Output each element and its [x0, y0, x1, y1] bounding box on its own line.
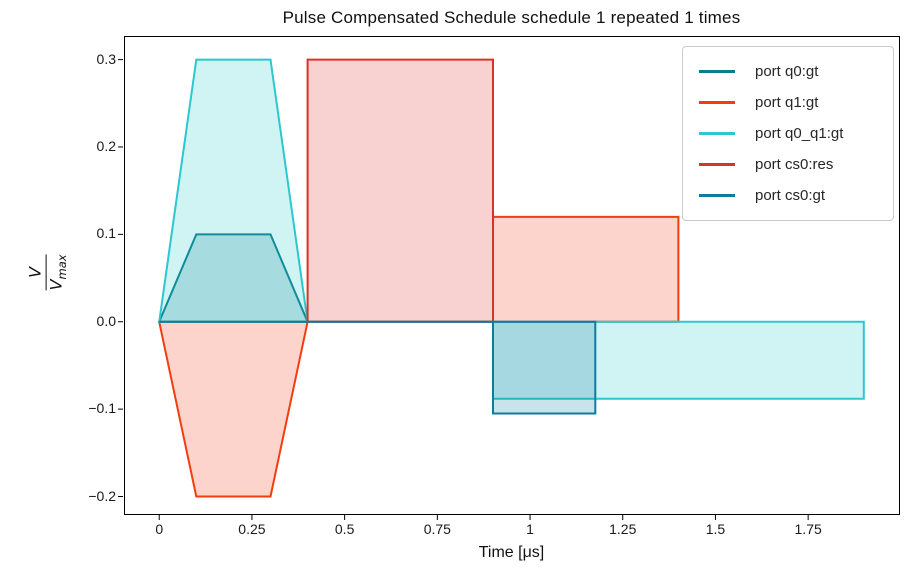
legend-line-swatch [699, 132, 735, 135]
legend-line-swatch [699, 194, 735, 197]
legend-label: port q0_q1:gt [755, 125, 844, 142]
chart-title: Pulse Compensated Schedule schedule 1 re… [282, 8, 741, 27]
legend-item: port q1:gt [693, 87, 883, 118]
legend-line-swatch [699, 163, 735, 166]
legend-line-swatch [699, 70, 735, 73]
fraction-denominator: Vmax [46, 253, 70, 291]
x-tick-label: 1.5 [705, 521, 726, 537]
x-tick-label: 1.75 [794, 521, 822, 537]
pulse-port q1:gt [492, 215, 680, 323]
y-tick-label: 0.1 [96, 225, 116, 242]
pulse-port q0_q1:gt [158, 58, 309, 323]
x-tick-label: 0.75 [423, 521, 451, 537]
axes-spines [124, 36, 900, 515]
pulse-port q1:gt [157, 320, 309, 498]
x-tick-label: 1 [526, 521, 534, 537]
y-tick-label: −0.1 [88, 400, 116, 417]
legend-label: port q1:gt [755, 94, 819, 111]
fraction-numerator: V [26, 253, 47, 291]
v-over-vmax-fraction: V Vmax [26, 253, 70, 291]
x-axis-label: Time [μs] [478, 544, 545, 561]
legend-label: port cs0:gt [755, 187, 826, 204]
legend-label: port q0:gt [755, 63, 819, 80]
y-tick-label: 0.3 [96, 50, 116, 67]
x-tick-label: 0 [155, 521, 164, 537]
legend-item: port cs0:gt [693, 180, 883, 211]
legend-item: port q0_q1:gt [693, 118, 883, 149]
x-tick-label: 0.25 [238, 521, 266, 537]
pulse-port cs0:gt [492, 320, 597, 415]
legend-item: port q0:gt [693, 56, 883, 87]
y-tick-label: 0.0 [96, 312, 116, 329]
y-tick-label: 0.2 [96, 137, 116, 154]
x-tick-label: 1.25 [609, 521, 637, 537]
legend-item: port cs0:res [693, 149, 883, 180]
legend-line-swatch [699, 101, 735, 104]
y-axis-label: V Vmax [10, 240, 86, 304]
x-tick-label: 0.5 [334, 521, 355, 537]
y-tick-label: −0.2 [88, 487, 116, 504]
legend-label: port cs0:res [755, 156, 834, 173]
pulse-port cs0:res [306, 58, 494, 323]
